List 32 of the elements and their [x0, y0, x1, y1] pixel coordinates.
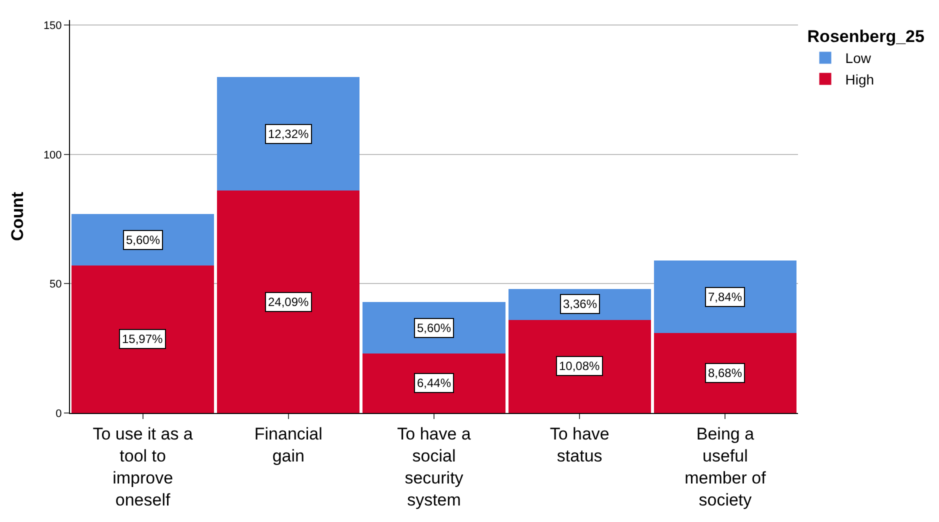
annotation: 6,44% [417, 376, 452, 390]
annotation: 12,32% [268, 127, 310, 141]
legend-label: High [845, 71, 874, 88]
y-tick-label: 50 [50, 278, 62, 291]
x-tick-label: Being a useful member of society [684, 424, 766, 510]
x-tick-label: To have status [550, 424, 610, 466]
annotation: 7,84% [708, 290, 742, 304]
bar [71, 214, 214, 266]
y-tick-label: 100 [43, 149, 62, 162]
annotation: 3,36% [563, 297, 598, 311]
annotation: 5,60% [126, 233, 160, 247]
annotation: 15,97% [122, 332, 164, 346]
x-tick-label: To have a social security system [397, 424, 472, 510]
bar [217, 76, 360, 191]
x-tick-label: To use it as a tool to improve oneself [92, 424, 194, 510]
bar [654, 332, 797, 413]
bar [362, 354, 506, 413]
bar [508, 320, 651, 413]
legend-label: Low [845, 50, 872, 66]
annotation: 8,68% [708, 366, 742, 380]
bar [217, 190, 360, 413]
y-axis-title: Count [8, 192, 27, 242]
legend-title: Rosenberg_25 [807, 27, 924, 46]
y-tick-label: 0 [56, 408, 62, 420]
x-tick-label: Financial gain [254, 424, 322, 466]
annotation: 24,09% [268, 295, 310, 309]
bar [654, 260, 797, 333]
annotation: 5,60% [417, 321, 452, 335]
y-tick-label: 150 [43, 20, 62, 32]
bar [362, 302, 506, 354]
bar [71, 266, 214, 413]
annotation: 10,08% [559, 359, 600, 373]
